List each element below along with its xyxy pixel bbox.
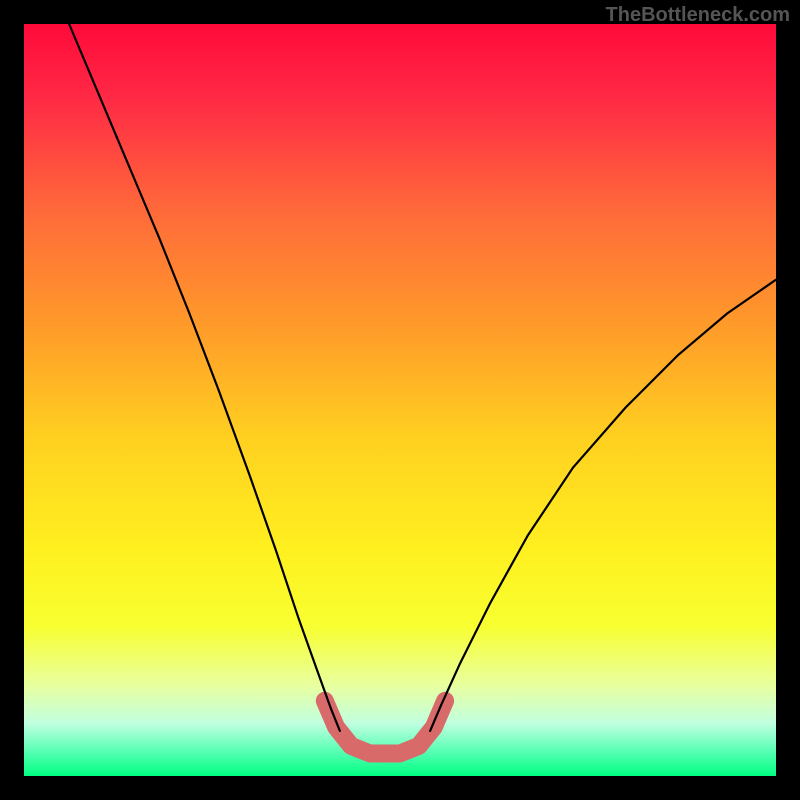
- right-curve: [430, 280, 776, 731]
- trough-highlight: [325, 701, 445, 754]
- plot-area: [24, 24, 776, 776]
- chart-container: TheBottleneck.com: [0, 0, 800, 800]
- left-curve: [69, 24, 340, 731]
- curve-overlay: [24, 24, 776, 776]
- watermark-text: TheBottleneck.com: [606, 4, 790, 27]
